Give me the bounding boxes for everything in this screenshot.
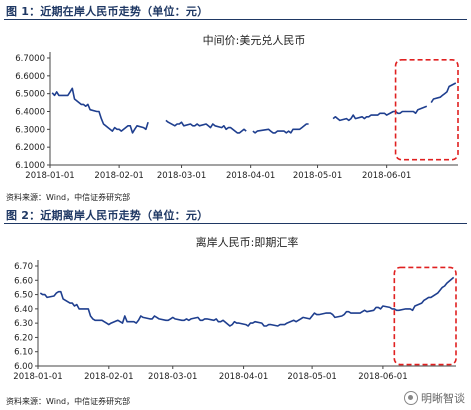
y-tick-label: 6.40 <box>14 305 33 315</box>
y-tick-label: 6.2000 <box>15 143 45 153</box>
watermark-text: 明晰智谈 <box>421 392 465 405</box>
x-tick-label: 2018-06-01 <box>362 171 411 181</box>
highlight-box <box>393 266 457 366</box>
watermark: 明晰智谈 <box>404 390 465 406</box>
series-line <box>51 87 149 134</box>
x-tick-label: 2018-03-01 <box>148 372 197 382</box>
y-tick-label: 6.20 <box>14 333 33 343</box>
wechat-icon <box>404 391 418 405</box>
offshore-cnh-chart: 离岸人民币:即期汇率 6.70 6.60 6.50 6.40 6.30 6.20 6.10 6.… <box>13 235 457 382</box>
y-tick-label: 6.1000 <box>15 161 45 171</box>
y-tick-label: 6.7000 <box>15 54 45 64</box>
x-tick-label: 2018-02-01 <box>94 171 143 181</box>
chart-title: 离岸人民币:即期汇率 <box>196 235 299 249</box>
y-tick-label: 6.30 <box>14 319 33 329</box>
x-tick-label: 2018-05-01 <box>287 372 336 382</box>
series-line <box>165 119 247 134</box>
y-tick-label: 6.10 <box>14 348 33 358</box>
figure2-source: 资料来源：Wind，中信证券研究部 <box>6 397 131 406</box>
y-tick-label: 6.4000 <box>15 108 45 118</box>
x-tick-label: 2018-04-01 <box>226 171 275 181</box>
series-line <box>39 276 455 327</box>
figure1-caption-rule <box>4 19 467 20</box>
x-tick-label: 2018-06-01 <box>358 372 407 382</box>
figure1-source: 资料来源：Wind，中信证券研究部 <box>6 193 131 202</box>
figure2-caption: 图 2：近期离岸人民币走势（单位：元） <box>6 209 209 222</box>
x-tick-label: 2018-04-01 <box>219 372 268 382</box>
y-tick-label: 6.3000 <box>15 125 45 135</box>
onshore-cny-chart: 中间价:美元兑人民币 6.7000 6.6000 6.5000 6.4000 6.3000… <box>15 33 459 181</box>
y-tick-label: 6.6000 <box>15 72 45 82</box>
x-tick-label: 2018-03-01 <box>157 171 206 181</box>
x-tick-label: 2018-01-01 <box>25 171 74 181</box>
x-tick-label: 2018-01-01 <box>13 372 62 382</box>
y-tick-label: 6.00 <box>14 362 33 372</box>
x-tick-label: 2018-02-01 <box>84 372 133 382</box>
series-line <box>252 123 309 134</box>
y-tick-label: 6.50 <box>14 291 33 301</box>
chart-title: 中间价:美元兑人民币 <box>203 33 306 47</box>
series-line <box>332 105 428 122</box>
figure2-chart-panel: 离岸人民币:即期汇率 6.70 6.60 6.50 6.40 6.30 6.20 6.10 6.… <box>0 224 471 399</box>
x-tick-label: 2018-05-01 <box>293 171 342 181</box>
figure1-chart-panel: 中间价:美元兑人民币 6.7000 6.6000 6.5000 6.4000 6.3000… <box>0 20 471 195</box>
y-tick-label: 6.60 <box>14 276 33 286</box>
figure1-caption: 图 1：近期在岸人民币走势（单位：元） <box>6 5 209 18</box>
highlight-box <box>394 58 459 161</box>
y-tick-label: 6.70 <box>14 262 33 272</box>
series-line <box>430 82 457 104</box>
figure2-caption-rule <box>4 223 467 224</box>
y-tick-label: 6.5000 <box>15 90 45 100</box>
